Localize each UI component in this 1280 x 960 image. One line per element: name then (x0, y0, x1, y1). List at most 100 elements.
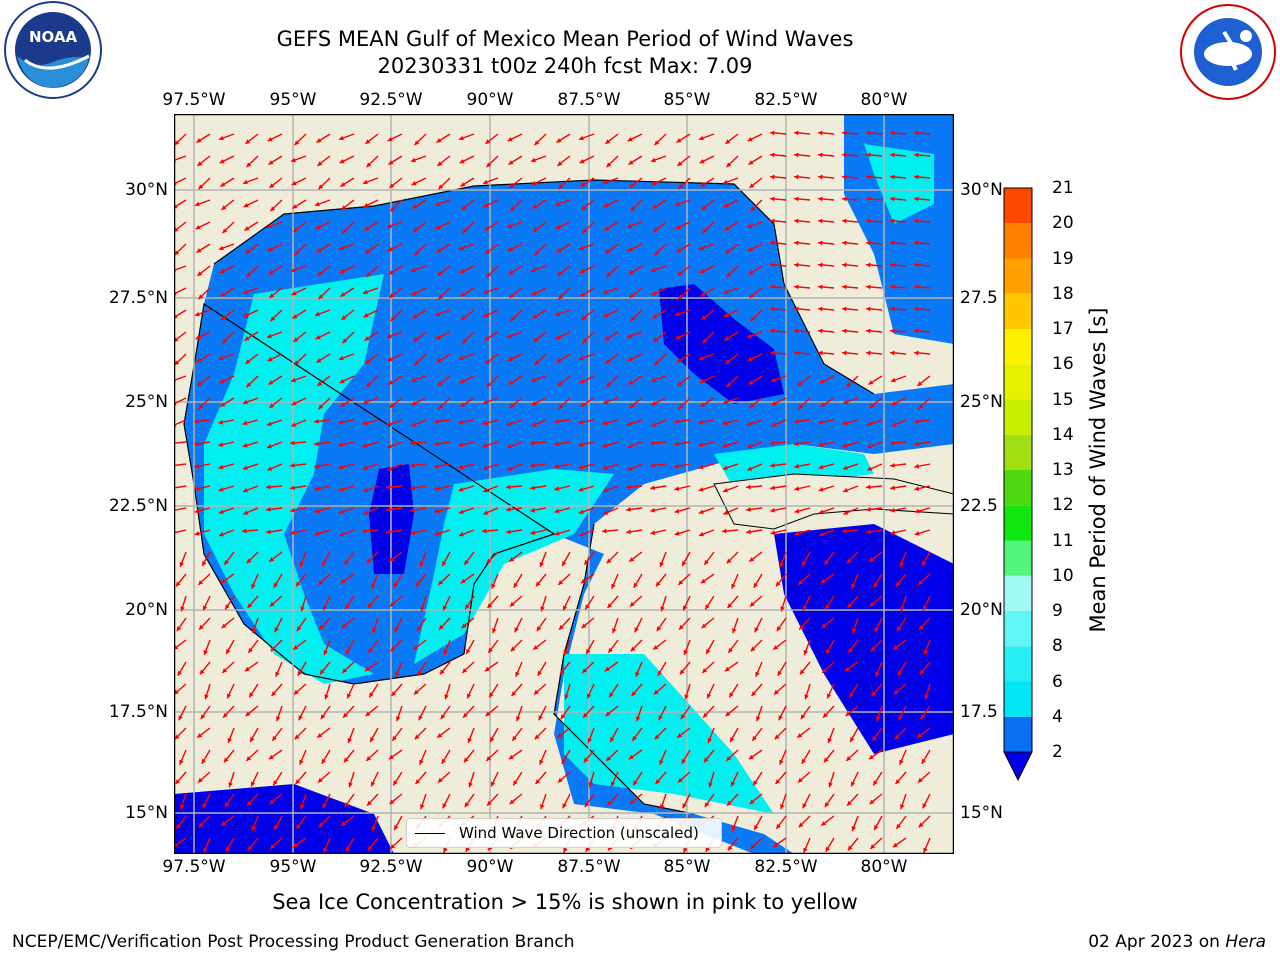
wind-arrow (266, 529, 283, 535)
wind-arrow (628, 155, 643, 166)
wind-arrow (793, 218, 811, 224)
wind-arrow (889, 440, 907, 446)
wind-arrow (724, 133, 739, 145)
wind-arrow (459, 265, 475, 274)
wind-arrow (267, 353, 283, 362)
wind-arrow (793, 196, 811, 202)
wind-arrow (558, 397, 571, 410)
wind-arrow (629, 793, 643, 805)
wind-arrow (777, 661, 787, 677)
wind-arrow (197, 573, 211, 586)
wind-arrow (561, 551, 571, 567)
wind-arrow (340, 815, 355, 827)
wind-arrow (725, 749, 739, 762)
colorbar-under-triangle (1003, 751, 1033, 782)
wind-arrow (841, 130, 859, 136)
wind-arrow (703, 551, 715, 566)
wind-arrow (510, 639, 523, 652)
wind-arrow (849, 727, 859, 743)
wind-arrow (652, 199, 667, 210)
wind-arrow (390, 199, 403, 212)
wind-arrow (175, 573, 187, 587)
wind-arrow (489, 727, 499, 743)
wind-arrow (506, 529, 523, 535)
wind-arrow (389, 837, 403, 850)
wind-arrow (389, 595, 403, 608)
wind-arrow (556, 375, 571, 387)
colorbar-tick-label: 14 (1052, 424, 1074, 445)
wind-arrow (803, 639, 811, 656)
wind-arrow (179, 749, 187, 766)
wind-arrow (370, 771, 379, 787)
wind-arrow (268, 551, 283, 563)
wind-arrow (817, 262, 835, 268)
wind-arrow (606, 595, 619, 609)
wind-arrow (890, 375, 907, 383)
wind-arrow (532, 309, 547, 320)
wind-arrow (294, 353, 307, 366)
wind-arrow (722, 485, 739, 493)
wind-arrow (890, 507, 907, 513)
colorbar-tick-label: 15 (1052, 389, 1074, 410)
wind-arrow (388, 287, 403, 299)
wind-arrow (554, 463, 571, 469)
wind-arrow (291, 397, 307, 406)
wind-arrow (271, 727, 283, 742)
wind-arrow (889, 130, 907, 136)
wind-arrow (865, 350, 883, 356)
colorbar-cell (1004, 364, 1032, 400)
wind-arrow (251, 617, 259, 634)
wind-arrow (746, 221, 763, 229)
wind-arrow (251, 573, 259, 590)
lon-tick-top: 87.5°W (557, 90, 621, 110)
wind-arrow (918, 617, 931, 631)
wind-arrow (268, 397, 283, 409)
wind-arrow (754, 617, 763, 633)
lon-tick-top: 92.5°W (359, 90, 423, 110)
wind-arrow (251, 815, 259, 832)
wind-arrow (794, 419, 811, 424)
wind-arrow (650, 265, 667, 273)
colorbar-cell (1004, 434, 1032, 470)
wind-arrow (580, 397, 595, 408)
wind-arrow (268, 177, 283, 189)
map-frame (174, 114, 954, 854)
wind-arrow (841, 174, 859, 180)
wind-arrow (410, 485, 427, 491)
wind-arrow (338, 419, 355, 425)
wind-arrow (797, 771, 811, 784)
wind-arrow (314, 463, 331, 469)
wind-arrow (727, 639, 739, 654)
wind-arrow (270, 683, 283, 697)
wind-arrow (798, 617, 811, 631)
wind-arrow (725, 705, 739, 717)
wind-arrow (769, 196, 787, 202)
wind-arrow (414, 243, 427, 256)
wind-arrow (221, 661, 235, 674)
wind-arrow (196, 265, 211, 277)
wind-arrow (889, 328, 907, 334)
wind-arrow (538, 705, 547, 721)
wind-arrow (291, 177, 307, 186)
wind-arrow (817, 196, 835, 202)
wind-arrow (338, 353, 355, 361)
wind-arrow (842, 441, 859, 448)
wind-arrow (794, 441, 811, 447)
wind-arrow (655, 573, 667, 587)
wind-arrow (338, 485, 355, 492)
wind-arrow (410, 375, 427, 383)
wind-arrow (439, 661, 451, 675)
wind-arrow (339, 375, 355, 384)
wind-arrow (868, 397, 883, 409)
wind-arrow (508, 375, 523, 386)
wind-arrow (923, 639, 931, 656)
wind-arrow (458, 353, 475, 361)
wind-arrow (582, 331, 595, 344)
wind-arrow (390, 309, 403, 322)
wind-arrow (846, 375, 859, 388)
wind-arrow (242, 441, 259, 448)
wind-arrow (841, 240, 859, 246)
colorbar-cell (1004, 399, 1032, 435)
wind-arrow (436, 375, 451, 387)
wind-arrow (701, 617, 715, 629)
